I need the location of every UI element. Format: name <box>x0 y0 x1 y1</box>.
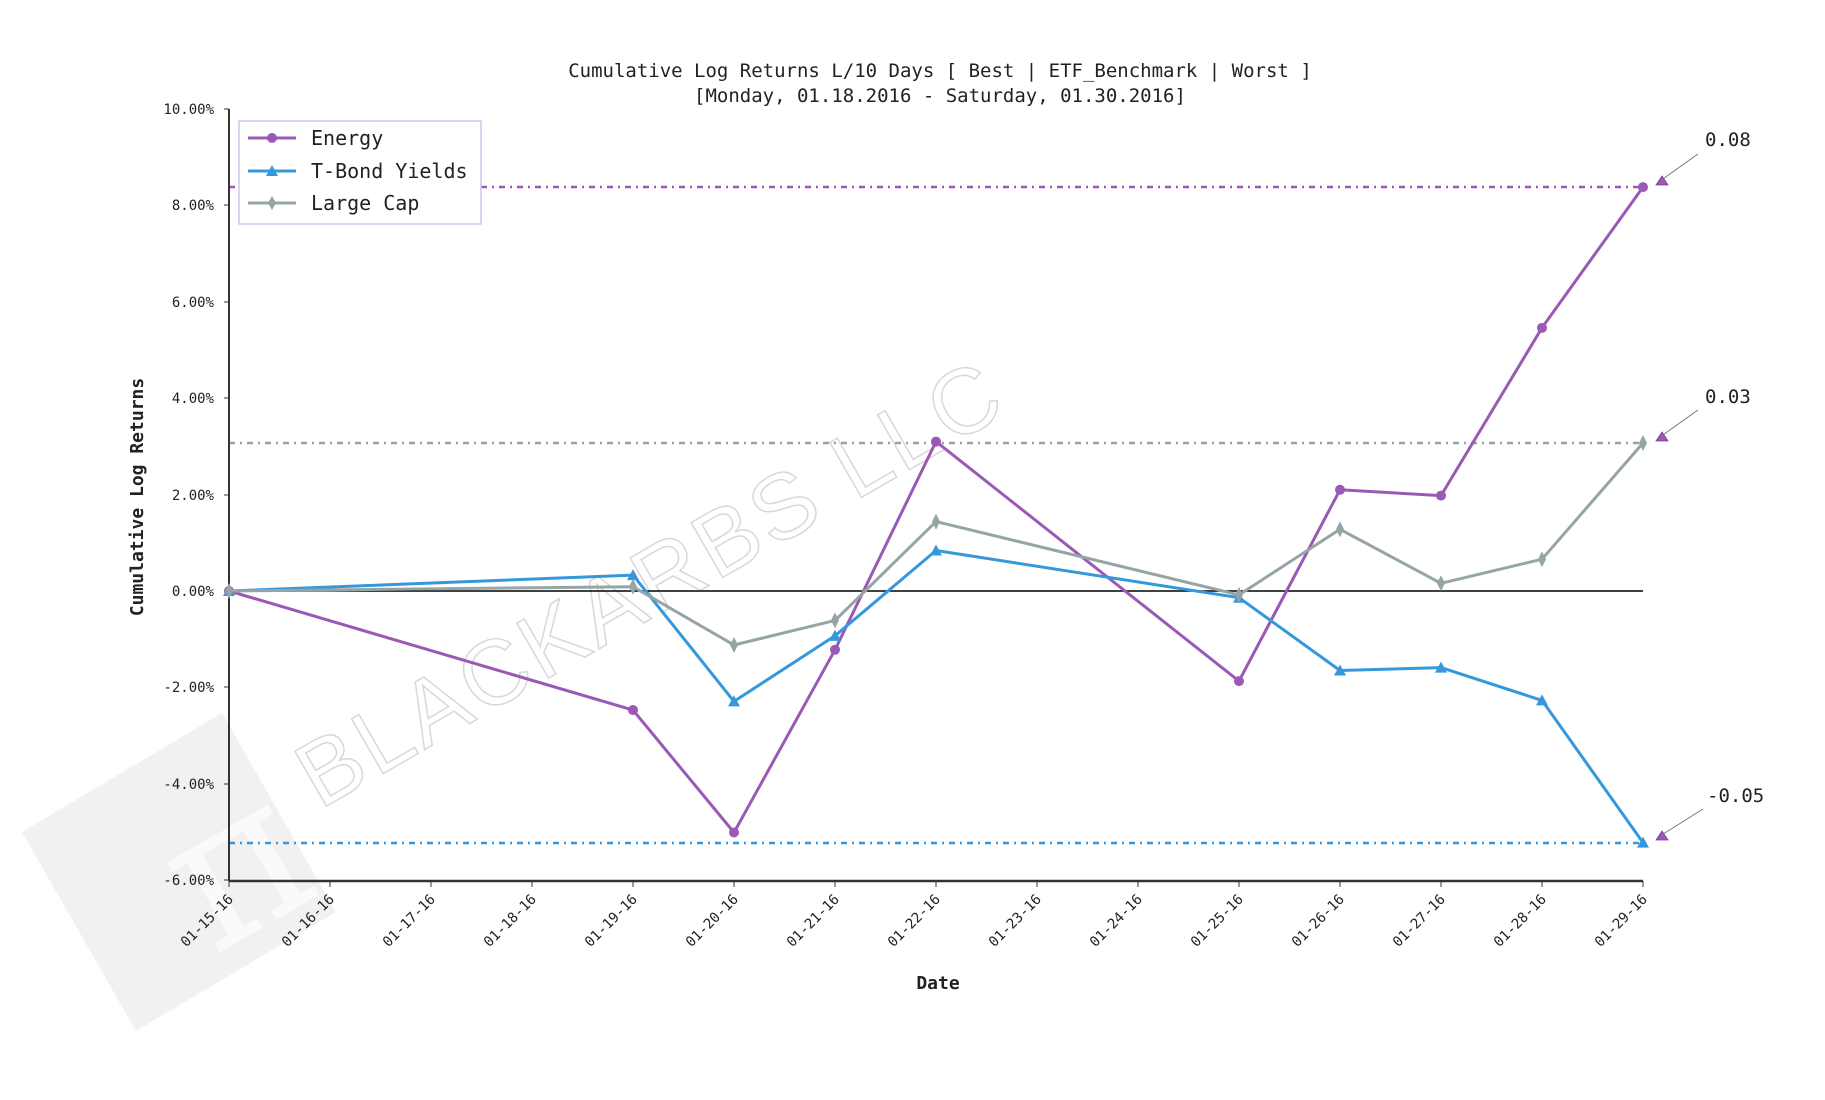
y-tick-label: 2.00% <box>172 488 215 504</box>
x-ticks: 01-15-16 01-16-16 01-17-16 01-18-16 01-1… <box>178 881 1651 951</box>
chart-subtitle: [Monday, 01.18.2016 - Saturday, 01.30.20… <box>694 85 1186 107</box>
data-point-marker <box>1235 586 1243 603</box>
legend: Energy T-Bond Yields Large Cap <box>238 120 482 225</box>
triangle-marker-icon <box>266 165 278 176</box>
series-line <box>228 549 1645 844</box>
data-point-marker <box>1435 661 1447 673</box>
largecap-annotation: 0.03 <box>1705 386 1751 408</box>
x-tick-label: 01-23-16 <box>986 892 1045 951</box>
data-point-marker <box>629 578 637 595</box>
data-point-marker <box>1336 521 1344 538</box>
series-line <box>228 442 1645 647</box>
y-tick-label: -4.00% <box>163 777 214 793</box>
energy-annotation: 0.08 <box>1705 129 1751 151</box>
x-tick-label: 01-19-16 <box>582 892 641 951</box>
y-ticks: 10.00% 8.00% 6.00% 4.00% 2.00% 0.00% -2.… <box>163 102 229 889</box>
series-t-bond-yields <box>223 544 1649 848</box>
x-tick-label: 01-22-16 <box>885 892 944 951</box>
y-tick-label: 4.00% <box>172 391 215 407</box>
data-point-marker <box>931 436 941 447</box>
x-tick-label: 01-18-16 <box>481 892 540 951</box>
legend-item-largecap: Large Cap <box>248 191 419 215</box>
y-tick-label: 8.00% <box>172 198 215 214</box>
series-line <box>228 186 1645 834</box>
data-point-marker <box>1334 664 1346 676</box>
data-point-marker <box>1638 182 1648 193</box>
legend-label: Energy <box>311 126 383 150</box>
x-tick-label: 01-25-16 <box>1188 892 1247 951</box>
y-tick-label: -2.00% <box>163 680 214 696</box>
x-tick-label: 01-20-16 <box>683 892 742 951</box>
x-tick-label: 01-27-16 <box>1390 892 1449 951</box>
energy-annotation-marker <box>1655 175 1669 186</box>
legend-item-energy: Energy <box>248 126 383 150</box>
data-point-marker <box>831 612 839 629</box>
data-point-marker <box>930 544 942 556</box>
annotations: 0.08 0.03 -0.05 <box>1655 129 1764 841</box>
x-tick-label: 01-17-16 <box>380 892 439 951</box>
data-point-marker <box>1234 676 1244 687</box>
data-point-marker <box>1335 484 1345 495</box>
data-point-marker <box>1639 435 1647 452</box>
x-tick-label: 01-29-16 <box>1592 892 1651 951</box>
data-point-marker <box>627 569 639 581</box>
x-tick-label: 01-26-16 <box>1289 892 1348 951</box>
data-point-marker <box>1637 836 1649 848</box>
diamond-marker-icon <box>268 196 276 210</box>
circle-marker-icon <box>267 133 277 143</box>
data-point-marker <box>932 513 940 530</box>
data-point-marker <box>830 644 840 655</box>
tbond-annotation: -0.05 <box>1707 785 1764 807</box>
x-axis-label: Date <box>916 973 960 994</box>
data-point-marker <box>1437 575 1445 592</box>
tbond-annotation-marker <box>1655 830 1669 841</box>
data-point-marker <box>1436 490 1446 501</box>
y-tick-label: 0.00% <box>172 584 215 600</box>
data-point-marker <box>1538 551 1546 568</box>
data-point-marker <box>225 583 233 599</box>
data-point-marker <box>730 636 738 653</box>
chart-title: Cumulative Log Returns L/10 Days [ Best … <box>568 60 1312 82</box>
data-point-marker <box>728 695 740 707</box>
data-point-marker <box>1536 694 1548 706</box>
y-tick-label: -6.00% <box>163 873 214 889</box>
series-large-cap <box>225 435 1647 653</box>
legend-label: T-Bond Yields <box>311 159 468 183</box>
data-point-marker <box>1537 322 1547 333</box>
x-tick-label: 01-21-16 <box>784 892 843 951</box>
data-point-marker <box>829 629 841 641</box>
largecap-annotation-marker <box>1655 431 1669 442</box>
series-layer <box>223 182 1649 848</box>
y-axis-label: Cumulative Log Returns <box>127 378 148 616</box>
x-tick-label: 01-24-16 <box>1087 892 1146 951</box>
x-tick-label: 01-28-16 <box>1491 892 1550 951</box>
y-tick-label: 10.00% <box>163 102 214 118</box>
legend-label: Large Cap <box>311 191 419 215</box>
data-point-marker <box>729 827 739 838</box>
y-tick-label: 6.00% <box>172 295 215 311</box>
legend-item-tbond: T-Bond Yields <box>248 159 468 183</box>
data-point-marker <box>628 705 638 716</box>
